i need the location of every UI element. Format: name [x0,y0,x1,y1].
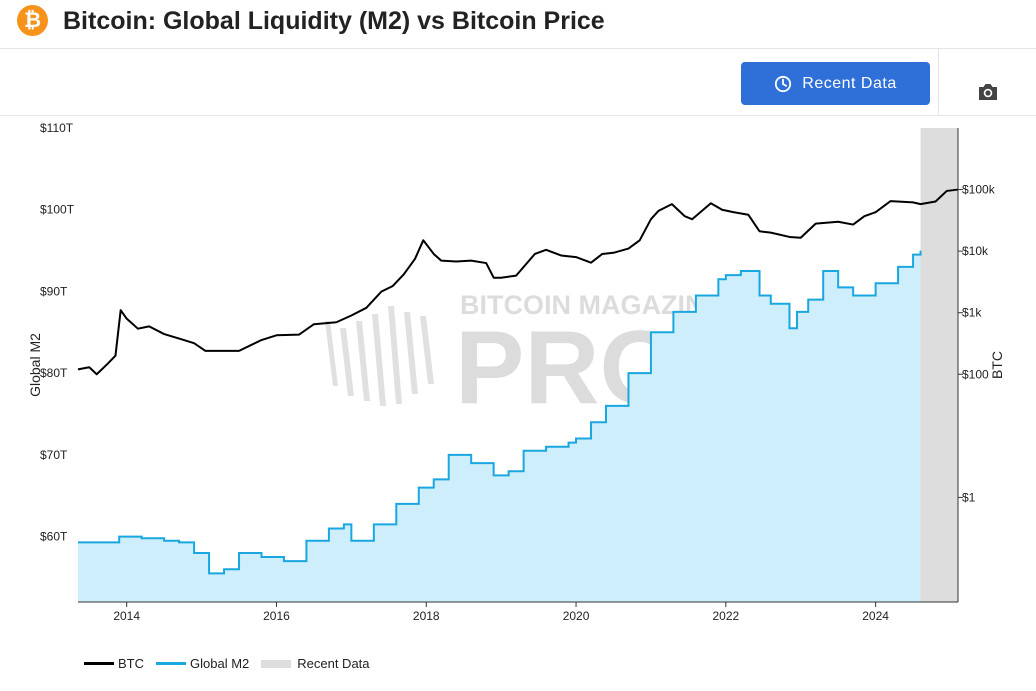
x-tick-label: 2022 [712,609,739,623]
recent-data-band [920,128,958,602]
legend-item-global-m2[interactable]: Global M2 [156,656,249,671]
legend-label-global-m2: Global M2 [190,656,250,671]
toolbar-divider [938,49,939,115]
x-tick-label: 2018 [413,609,440,623]
legend-label-recent-data: Recent Data [297,656,370,671]
page-title: Bitcoin: Global Liquidity (M2) vs Bitcoi… [63,7,605,35]
y-left-tick-label: $70T [40,448,68,462]
x-tick-label: 2024 [862,609,889,623]
header-bar: ₿ Bitcoin: Global Liquidity (M2) vs Bitc… [0,0,1036,49]
legend-item-recent-data[interactable]: Recent Data [261,656,370,671]
global-m2-line [78,250,922,575]
legend-label-btc: BTC [118,656,144,671]
recent-data-button[interactable]: Recent Data [741,62,930,105]
y-left-tick-label: $80T [40,366,68,380]
y-right-tick-label: $1 [962,490,976,504]
x-tick-label: 2014 [113,609,140,623]
y-right-tick-label: $10k [962,244,989,258]
y-left-tick-label: $90T [40,284,68,298]
y-left-tick-label: $60T [40,530,68,544]
y-left-tick-label: $100T [40,203,75,217]
watermark-logo-icon [325,306,434,406]
y-right-tick-label: $100k [962,183,996,197]
global-m2-area [78,250,921,602]
x-tick-label: 2020 [563,609,590,623]
y-left-axis-title: Global M2 [27,333,43,397]
axes-layer: 2014 2016 2018 2020 2022 2024 $60T $70T $80T $90T… [27,121,1005,623]
y-right-tick-label: $1k [962,306,982,320]
clock-icon [775,75,792,92]
y-right-axis-title: BTC [989,351,1005,379]
btc-line [77,188,959,376]
chart-legend: BTC Global M2 Recent Data [84,656,382,671]
legend-swatch-global-m2 [156,662,186,665]
legend-item-btc[interactable]: BTC [84,656,144,671]
recent-data-button-label: Recent Data [802,74,897,92]
plot-layer [77,128,959,602]
legend-swatch-recent-data [261,659,292,668]
y-right-tick-label: $100 [962,367,989,381]
camera-icon[interactable] [976,81,1000,103]
chart-toolbar: Recent Data [0,49,1036,116]
bitcoin-logo-icon: ₿ [17,5,48,36]
legend-swatch-btc [84,662,114,665]
x-tick-label: 2016 [263,609,290,623]
y-left-tick-label: $110T [40,121,74,135]
chart-area: BITCOIN MAGAZINE PRO 2014 2016 2018 2020 202… [27,121,1005,623]
